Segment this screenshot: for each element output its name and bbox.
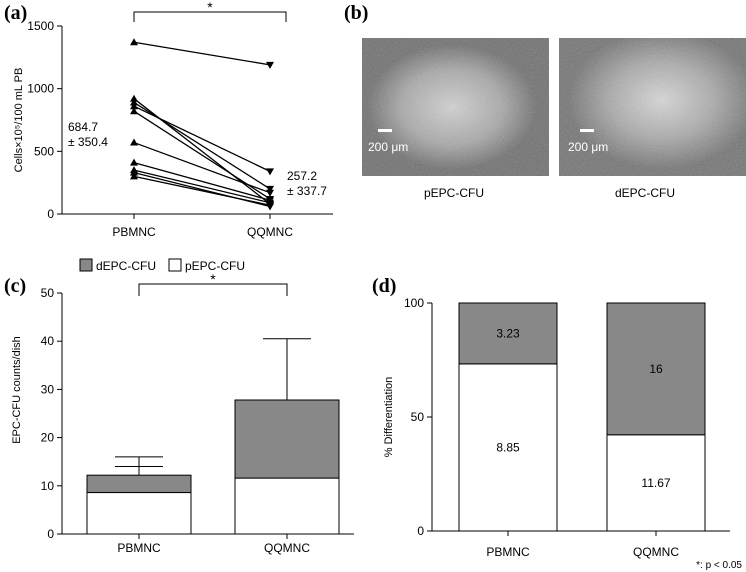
a-y-tick-label: 1500 <box>27 19 54 33</box>
photo-panel-b: 200 μm 200 μm pEPC-CFU dEPC-CFU <box>362 38 746 200</box>
micrograph-depc-cfu: 200 μm <box>559 38 746 176</box>
c-y-tick-label: 20 <box>41 431 55 445</box>
c-legend-label-pepc: pEPC-CFU <box>185 259 245 273</box>
a-paired-line <box>133 105 271 172</box>
d-data-label: 8.85 <box>496 440 520 454</box>
scale-label-1: 200 μm <box>368 140 408 154</box>
c-x-tick-labels: PBMNC QQMNC <box>117 541 310 555</box>
micrograph-pepc-cfu: 200 μm <box>362 38 549 176</box>
c-legend-swatch-pepc <box>168 258 182 272</box>
a-y-tick-label: 500 <box>34 144 54 158</box>
a-x-tick-labels: PBMNC QQMNC <box>112 225 293 239</box>
d-x-tick-label: QQMNC <box>633 545 679 559</box>
a-significance-star: * <box>207 0 213 15</box>
a-point-pbmnc <box>130 98 138 106</box>
a-point-qqmnc <box>266 189 274 197</box>
scale-label-2: 200 μm <box>568 140 608 154</box>
a-annotation-pbmnc-sd: ± 350.4 <box>68 135 108 149</box>
micrograph-depc-texture <box>559 38 746 176</box>
d-y-axis-label: % Differentiation <box>383 377 395 458</box>
a-y-axis-label: Cells×10⁵/100 mL PB <box>13 68 25 173</box>
d-bar-pepc <box>606 434 706 532</box>
a-annotation-pbmnc-mean: 684.7 <box>68 120 98 134</box>
c-bar-depc <box>86 474 192 494</box>
d-bar-depc <box>458 302 558 365</box>
a-point-pbmnc <box>130 107 138 115</box>
a-paired-line <box>133 175 271 206</box>
a-point-pbmnc <box>130 168 138 176</box>
a-point-pbmnc <box>130 138 138 146</box>
c-y-tick-label: 30 <box>41 382 55 396</box>
panel-label-d: (d) <box>372 275 396 297</box>
a-point-qqmnc <box>266 185 274 193</box>
d-data-label: 11.67 <box>641 476 670 490</box>
a-series-lines <box>62 38 333 219</box>
a-paired-line <box>133 141 271 194</box>
a-paired-line <box>133 98 271 205</box>
a-point-qqmnc <box>266 202 274 210</box>
c-y-tick-label: 50 <box>41 286 55 300</box>
a-y-tick-label: 1000 <box>27 82 54 96</box>
a-paired-line <box>133 41 271 66</box>
chart-c: dEPC-CFU pEPC-CFU 0 10 20 30 40 50 EPC-CFU co… <box>11 258 354 555</box>
c-bars <box>62 338 354 539</box>
d-bar-depc <box>606 302 706 436</box>
a-y-tick-label: 0 <box>47 207 54 221</box>
d-data-label: 3.23 <box>496 326 520 340</box>
chart-d: 0 50 100 % Differentiation 8.85 3.23 11.67 16… <box>383 296 730 559</box>
c-significance-bracket <box>138 283 288 296</box>
c-y-axis-label: EPC-CFU counts/dish <box>11 336 23 444</box>
panel-label-b: (b) <box>344 2 368 24</box>
a-point-pbmnc <box>130 172 138 180</box>
a-x-tick-label: QQMNC <box>247 225 293 239</box>
caption-pepc-cfu: pEPC-CFU <box>424 186 484 200</box>
a-annotation-qqmnc-sd: ± 337.7 <box>287 184 327 198</box>
d-y-tick-label: 50 <box>411 410 425 424</box>
scale-bar-1 <box>378 129 392 132</box>
c-y-axis: 0 10 20 30 40 50 <box>41 286 63 541</box>
c-bar-pepc <box>234 477 340 535</box>
d-data-label: 16 <box>649 362 663 376</box>
a-point-pbmnc <box>130 38 138 46</box>
c-y-tick-label: 40 <box>41 334 55 348</box>
c-bar-pepc <box>86 492 192 535</box>
scale-bar-2 <box>580 129 594 132</box>
c-y-tick-label: 10 <box>41 479 55 493</box>
footnote: *: p < 0.05 <box>696 560 742 571</box>
a-point-pbmnc <box>130 158 138 166</box>
chart-a: 0 500 1000 1500 Cells×10⁵/100 mL PB PBMNC QQ… <box>13 0 333 239</box>
a-point-qqmnc <box>266 168 274 176</box>
c-legend-swatch-depc <box>79 258 93 272</box>
c-legend: dEPC-CFU pEPC-CFU <box>79 258 245 273</box>
c-bar-depc <box>234 399 340 479</box>
a-y-axis: 0 500 1000 1500 <box>27 19 63 221</box>
caption-depc-cfu: dEPC-CFU <box>615 186 675 200</box>
c-y-tick-label: 0 <box>47 527 54 541</box>
c-x-tick-label: QQMNC <box>264 541 310 555</box>
panel-label-a: (a) <box>4 2 27 24</box>
a-significance-bracket <box>133 11 287 22</box>
d-y-axis: 0 50 100 <box>404 296 433 538</box>
a-point-pbmnc <box>130 102 138 110</box>
d-bars: 8.85 3.23 11.67 16 <box>432 302 730 536</box>
a-paired-line <box>133 161 271 201</box>
d-x-tick-labels: PBMNC QQMNC <box>486 545 679 559</box>
c-x-tick-label: PBMNC <box>117 541 161 555</box>
d-y-tick-label: 100 <box>404 296 424 310</box>
c-significance-star: * <box>210 271 216 287</box>
a-annotation-qqmnc-mean: 257.2 <box>287 169 317 183</box>
panel-label-c: (c) <box>4 275 26 297</box>
a-point-pbmnc <box>130 94 138 102</box>
a-x-tick-label: PBMNC <box>112 225 156 239</box>
c-legend-label-depc: dEPC-CFU <box>96 259 156 273</box>
micrograph-pepc-texture <box>362 38 549 176</box>
d-x-tick-label: PBMNC <box>486 545 530 559</box>
d-y-tick-label: 0 <box>417 524 424 538</box>
a-paired-line <box>133 169 271 204</box>
a-point-qqmnc <box>266 61 274 69</box>
